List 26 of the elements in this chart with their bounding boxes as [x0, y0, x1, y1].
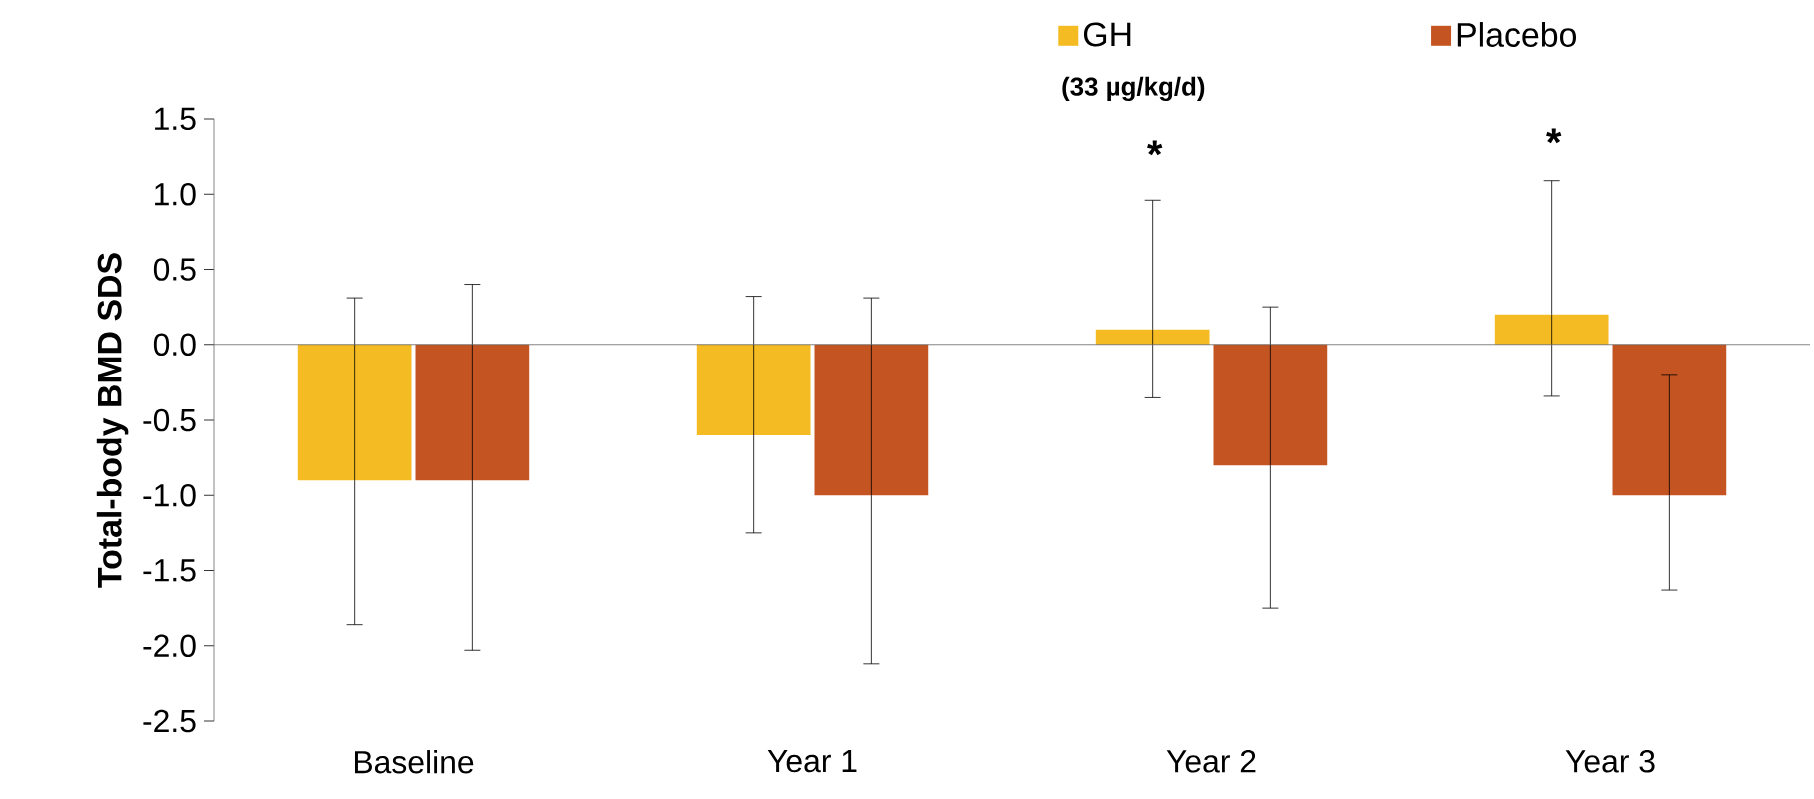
annotation: *: [1546, 128, 1562, 144]
annotation: *: [1147, 140, 1163, 156]
legend-label: Placebo: [1457, 22, 1576, 47]
y-tick-label: 0.5: [153, 258, 196, 281]
y-tick-label: -1.0: [143, 483, 196, 507]
bar: [415, 344, 530, 481]
bar: [1213, 344, 1328, 466]
bar: [696, 344, 811, 436]
x-tick-label: Year 1: [767, 750, 857, 773]
bar: [1494, 314, 1609, 345]
bar: [1095, 329, 1210, 345]
bar: [814, 344, 929, 496]
y-tick-label: 1.5: [155, 107, 196, 131]
x-tick-label: Year 2: [1166, 750, 1256, 773]
y-tick-label: -0.5: [143, 408, 196, 432]
x-tick-label: Baseline: [354, 750, 474, 774]
x-tick-label: Year 3: [1565, 750, 1655, 773]
legend-label: GH: [1083, 22, 1131, 47]
y-tick-label: -2.5: [143, 709, 196, 733]
y-tick-label: -1.5: [143, 559, 196, 582]
y-tick-label: 0.0: [153, 333, 196, 357]
y-tick-label: -2.0: [143, 634, 196, 658]
y-tick-label: 1.0: [155, 182, 196, 206]
y-axis-title: Total-body BMD SDS: [96, 253, 129, 588]
text: (33 µg/kg/d): [1062, 76, 1205, 102]
bar: [297, 344, 412, 481]
